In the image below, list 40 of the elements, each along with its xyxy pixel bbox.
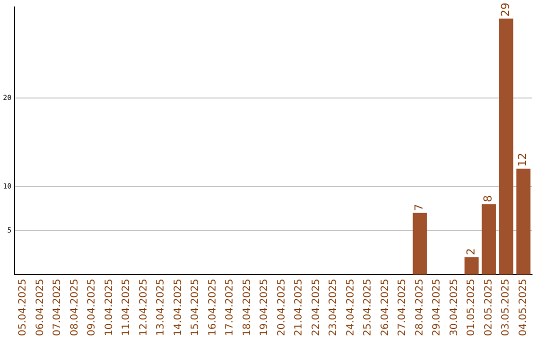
x-tick-label: 08.04.2025 bbox=[69, 278, 80, 336]
data-label: 7 bbox=[412, 204, 426, 211]
data-label: 2 bbox=[464, 248, 478, 256]
x-tick-label: 02.05.2025 bbox=[483, 278, 494, 336]
x-tick-label: 07.04.2025 bbox=[52, 278, 64, 336]
x-tick-label: 22.04.2025 bbox=[310, 278, 322, 336]
x-tick-label: 21.04.2025 bbox=[294, 278, 305, 336]
x-tick-label: 25.04.2025 bbox=[362, 278, 374, 336]
bar bbox=[516, 168, 530, 275]
data-label: 12 bbox=[516, 152, 530, 167]
x-tick-label: 29.04.2025 bbox=[432, 278, 443, 336]
x-tick-label: 16.04.2025 bbox=[207, 278, 218, 336]
x-tick-label: 09.04.2025 bbox=[86, 278, 98, 336]
x-tick-label: 17.04.2025 bbox=[224, 278, 236, 336]
x-tick-label: 05.04.2025 bbox=[18, 278, 29, 336]
x-tick-label: 15.04.2025 bbox=[190, 278, 202, 336]
x-tick-label: 01.05.2025 bbox=[466, 278, 478, 336]
x-tick-label: 20.04.2025 bbox=[276, 278, 288, 336]
x-tick-label: 12.04.2025 bbox=[138, 278, 150, 336]
x-tick-label: 26.04.2025 bbox=[380, 278, 391, 336]
x-tick-label: 03.05.2025 bbox=[500, 278, 512, 336]
bar bbox=[464, 257, 479, 275]
data-label: 8 bbox=[482, 195, 495, 202]
bar bbox=[482, 204, 496, 275]
x-tick-label: 11.04.2025 bbox=[121, 278, 132, 336]
x-tick-label: 10.04.2025 bbox=[104, 278, 115, 336]
x-tick-label: 18.04.2025 bbox=[242, 278, 253, 336]
x-tick-label: 23.04.2025 bbox=[328, 278, 340, 336]
x-tick-label: 13.04.2025 bbox=[156, 278, 167, 336]
x-tick-label: 04.05.2025 bbox=[518, 278, 529, 336]
x-tick-label: 14.04.2025 bbox=[172, 278, 184, 336]
x-tick-label: 28.04.2025 bbox=[414, 278, 426, 336]
data-label: 29 bbox=[498, 2, 512, 17]
x-tick-label: 30.04.2025 bbox=[448, 278, 460, 336]
bar bbox=[499, 18, 514, 275]
x-tick-label: 19.04.2025 bbox=[259, 278, 270, 336]
x-tick-label: 24.04.2025 bbox=[345, 278, 356, 336]
bar bbox=[412, 212, 427, 275]
x-tick-label: 06.04.2025 bbox=[34, 278, 46, 336]
x-tick-label: 27.04.2025 bbox=[397, 278, 408, 336]
